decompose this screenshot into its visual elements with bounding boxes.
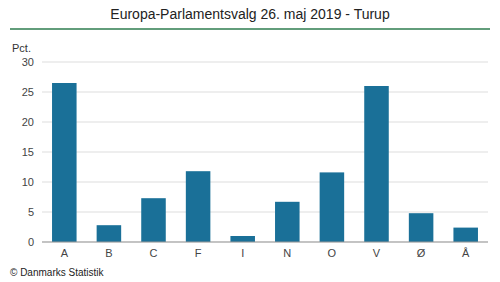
x-tick-label: V [373,247,381,259]
bar [275,202,300,242]
title: Europa-Parlamentsvalg 26. maj 2019 - Tur… [110,6,390,22]
y-tick-label: 30 [22,56,34,68]
x-tick-label: O [328,247,337,259]
grid-line [42,62,488,63]
x-axis-line [42,242,488,243]
grid [42,62,488,242]
chart: Europa-Parlamentsvalg 26. maj 2019 - Tur… [0,0,500,282]
x-tick-label: Å [462,247,470,259]
y-tick-label: 25 [22,86,34,98]
y-tick-label: 10 [22,176,34,188]
grid-line [42,242,488,243]
bar [186,171,211,242]
footer: © Danmarks Statistik [10,267,105,278]
x-tick-label: N [283,247,291,259]
x-tick-label: A [61,247,69,259]
x-tick-label: Ø [417,247,426,259]
y-tick-label: 20 [22,116,34,128]
bars [52,83,478,242]
y-axis-label: Pct. [12,42,31,54]
bar [409,213,434,242]
bar [230,236,255,242]
y-tick-label: 0 [28,236,34,248]
x-axis: ABCFINOVØÅ [42,242,488,259]
grid-line [42,182,488,183]
chart-container: Europa-Parlamentsvalg 26. maj 2019 - Tur… [0,0,500,282]
bar [364,86,389,242]
y-tick-label: 15 [22,146,34,158]
y-axis: 0 5 10 15 20 25 30 [22,56,34,248]
x-tick-label: I [241,247,244,259]
x-tick-label: C [150,247,158,259]
bar [320,172,345,242]
bar [141,198,166,242]
title-rule [10,28,490,30]
x-tick-label: F [195,247,202,259]
bar [453,228,478,242]
grid-line [42,212,488,213]
grid-line [42,92,488,93]
y-tick-label: 5 [28,206,34,218]
x-tick-label: B [105,247,112,259]
grid-line [42,152,488,153]
bar [97,225,122,242]
bar [52,83,77,242]
grid-line [42,122,488,123]
